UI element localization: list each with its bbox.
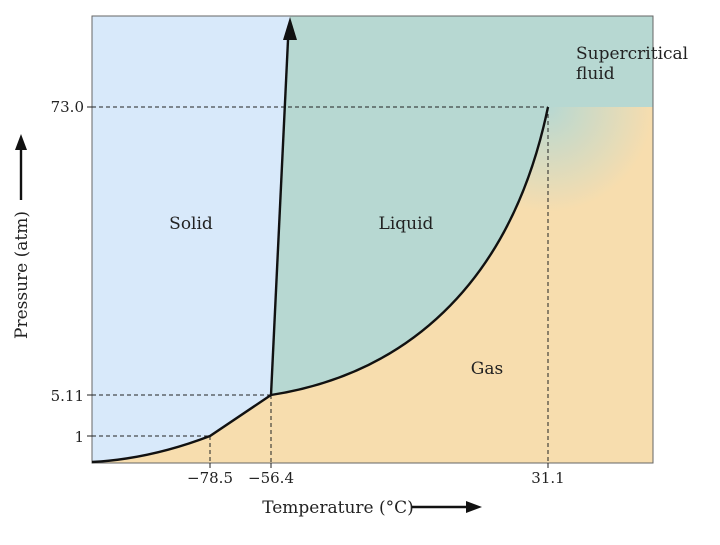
plot-frame (91, 15, 654, 464)
dashed-guides (92, 106, 549, 463)
region-label-gas: Gas (471, 359, 503, 379)
y-tick-label-73: 73.0 (51, 98, 84, 116)
x-axis-label: Temperature (°C) (262, 498, 414, 518)
region-label-supercritical: Supercritical fluid (576, 44, 694, 84)
y-axis-arrow-icon (15, 134, 27, 200)
x-axis-arrow-icon (412, 501, 482, 513)
x-tick-label-neg78-5: −78.5 (187, 469, 233, 487)
y-tick-label-1: 1 (74, 428, 84, 446)
region-label-solid: Solid (169, 214, 213, 234)
x-tick-label-31-1: 31.1 (531, 469, 564, 487)
solid-region (92, 16, 290, 462)
supercritical-fluid-region (420, 16, 653, 246)
sublimation-curve (91, 394, 272, 464)
melting-curve (269, 39, 290, 396)
axis-ticks (87, 106, 549, 468)
region-label-liquid: Liquid (379, 214, 434, 234)
region-label-supercritical-line-1: Supercritical (576, 44, 688, 64)
vaporization-curve (270, 106, 550, 397)
y-tick-label-5-11: 5.11 (51, 387, 84, 405)
region-label-supercritical-line-2: fluid (576, 64, 615, 84)
x-tick-label-neg56-4: −56.4 (248, 469, 294, 487)
melting-curve-arrowhead (283, 17, 297, 40)
y-axis-label: Pressure (atm) (12, 211, 32, 339)
